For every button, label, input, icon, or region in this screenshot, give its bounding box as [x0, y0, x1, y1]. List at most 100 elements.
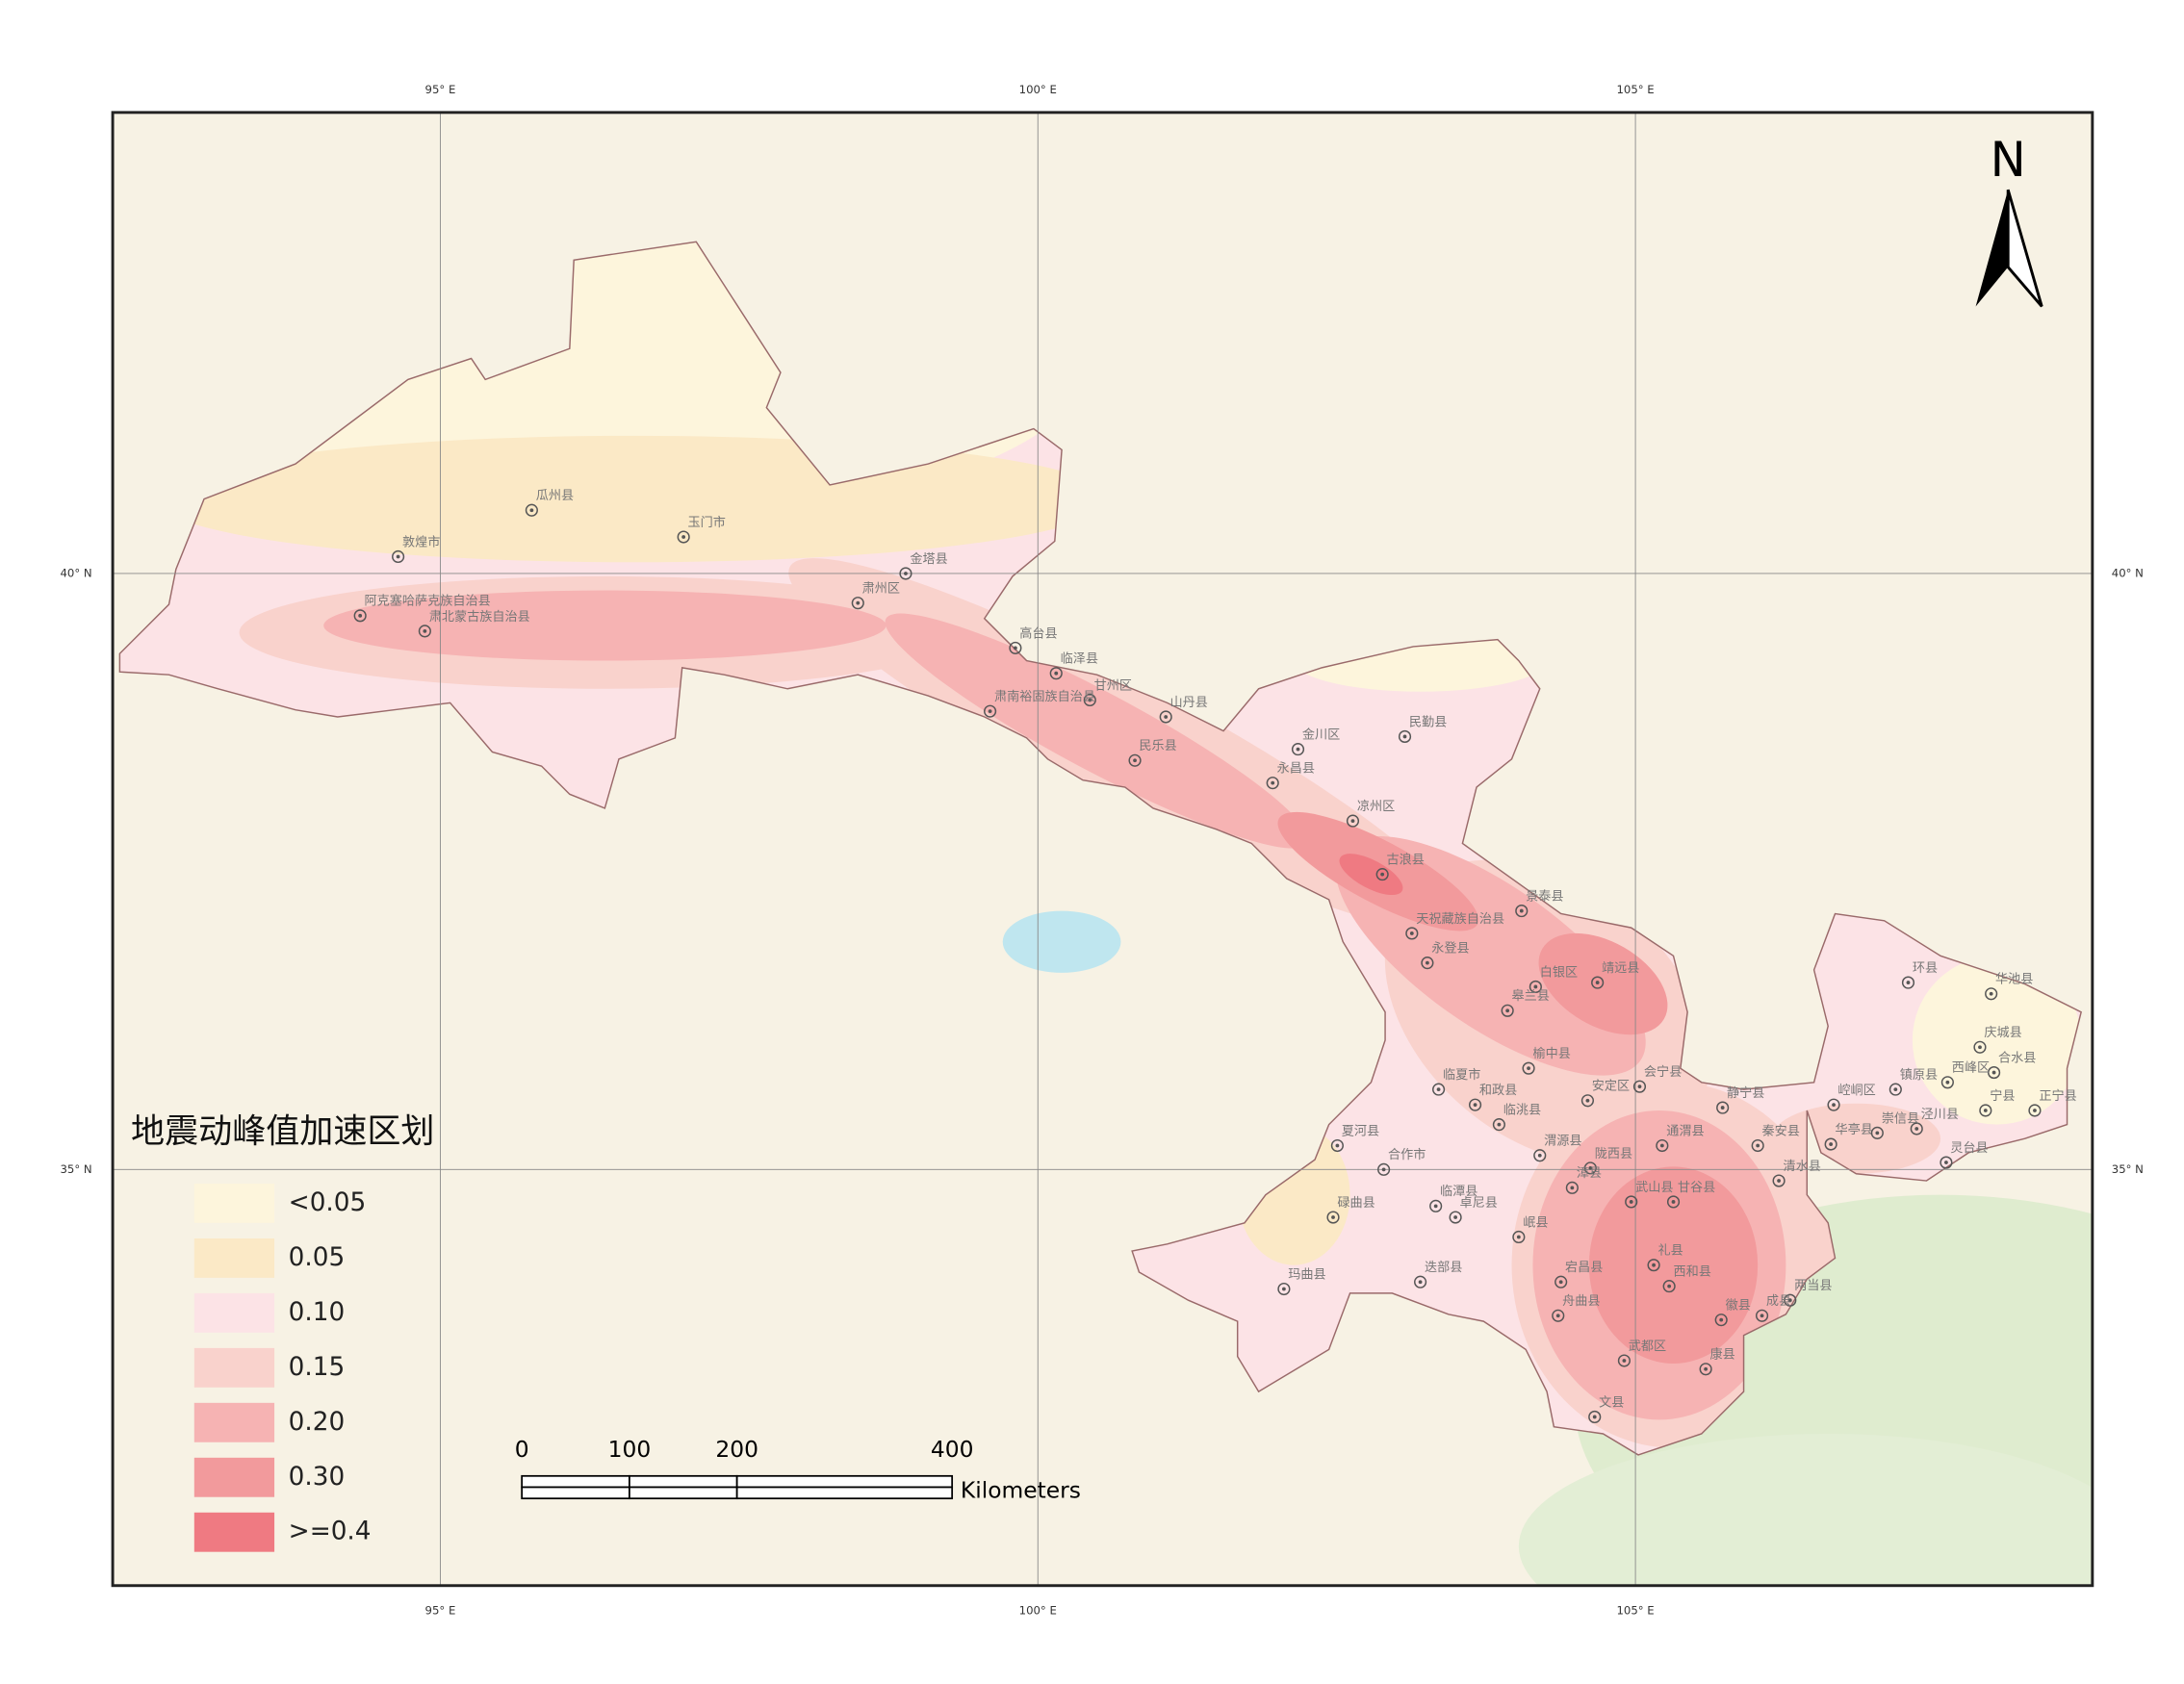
place-marker [1588, 1165, 1593, 1170]
scale-label: 200 [715, 1436, 758, 1463]
place-marker [1719, 1317, 1724, 1322]
legend-swatch [193, 1292, 275, 1333]
place-marker [1049, 667, 1063, 680]
place-marker [1787, 1298, 1792, 1303]
place-label: 金川区 [1302, 727, 1340, 742]
place-label: 华池县 [1995, 972, 2033, 987]
place-marker [1516, 1235, 1521, 1239]
place-marker [1425, 960, 1429, 965]
north-arrow [2006, 189, 2043, 308]
place-marker [1824, 1137, 1837, 1151]
place-marker [1875, 1131, 1880, 1135]
place-marker [1591, 976, 1605, 989]
place-label: 临泽县 [1061, 651, 1098, 667]
lon-label: 100° E [1019, 83, 1057, 96]
place-marker [1522, 1061, 1535, 1075]
place-label: 崆峒区 [1837, 1083, 1875, 1098]
place-marker [1595, 981, 1600, 984]
lat-label: 35° N [2112, 1162, 2144, 1176]
place-label: 漳县 [1577, 1164, 1602, 1181]
zone [1912, 956, 2082, 1125]
place-label: 敦煌市 [402, 533, 440, 549]
place-label: 民勤县 [1409, 714, 1447, 729]
lon-label: 100° E [1019, 1604, 1057, 1618]
place-marker [1088, 698, 1092, 702]
place-marker [1552, 1309, 1565, 1322]
place-marker [2028, 1104, 2042, 1117]
place-marker [1978, 1045, 1982, 1050]
place-label: 永昌县 [1277, 761, 1315, 777]
place-label: 华亭县 [1836, 1121, 1873, 1137]
lon-label: 105° E [1616, 1604, 1654, 1618]
place-label: 静宁县 [1727, 1084, 1764, 1101]
scale-segment [735, 1474, 954, 1489]
place-marker [1671, 1200, 1676, 1204]
place-label: 玛曲县 [1288, 1266, 1325, 1282]
place-marker [396, 554, 400, 559]
place-marker [1580, 1094, 1594, 1108]
place-marker [1751, 1138, 1764, 1153]
legend-label: 0.05 [289, 1243, 346, 1272]
place-marker [1829, 1142, 1834, 1146]
scale-unit: Kilometers [961, 1476, 1081, 1503]
place-marker [1940, 1076, 1954, 1089]
place-label: 清水县 [1783, 1159, 1820, 1174]
legend-label: >=0.4 [289, 1518, 372, 1546]
place-marker [1281, 1287, 1286, 1291]
place-marker [2033, 1109, 2037, 1112]
place-marker [1988, 1065, 2001, 1080]
place-marker [1637, 1084, 1642, 1089]
place-marker [1617, 1354, 1631, 1367]
legend-label: 0.10 [289, 1298, 346, 1327]
place-label: 泾川县 [1921, 1107, 1959, 1122]
place-marker [1720, 1106, 1725, 1110]
place-marker [1350, 819, 1355, 823]
legend-swatch [193, 1402, 275, 1442]
place-label: 渭源县 [1544, 1134, 1581, 1149]
place-marker [1330, 1138, 1344, 1153]
legend-swatch [193, 1237, 275, 1278]
place-marker [1449, 1211, 1462, 1224]
legend-swatch [193, 1512, 275, 1552]
place-label: 榆中县 [1532, 1046, 1570, 1061]
scale-segment [629, 1486, 738, 1500]
place-label: 会宁县 [1644, 1063, 1682, 1080]
lat-label: 40° N [61, 566, 92, 579]
place-marker [1910, 1122, 1923, 1135]
place-label: 卓尼县 [1459, 1195, 1497, 1211]
place-label: 武都区 [1629, 1339, 1666, 1354]
place-marker [1756, 1143, 1760, 1148]
place-label: 肃北蒙古族自治县 [429, 609, 530, 625]
place-label: 高台县 [1019, 625, 1057, 641]
place-marker [1271, 780, 1275, 785]
place-marker [1983, 1109, 1988, 1112]
legend-swatch [193, 1457, 275, 1497]
place-label: 玉门市 [688, 514, 726, 530]
place-marker [1533, 1149, 1547, 1162]
place-marker [1554, 1275, 1568, 1289]
place-label: 凉州区 [1357, 799, 1395, 814]
place-label: 两当县 [1794, 1278, 1832, 1293]
place-label: 宁县 [1990, 1087, 2015, 1104]
scale-label: 0 [515, 1436, 529, 1463]
place-marker [1505, 1008, 1510, 1013]
place-label: 庆城县 [1984, 1025, 2021, 1040]
place-label: 通渭县 [1666, 1123, 1704, 1138]
place-label: 康县 [1710, 1346, 1735, 1363]
place-marker [1656, 1138, 1669, 1153]
place-marker [1421, 957, 1434, 970]
place-label: 山丹县 [1170, 695, 1208, 710]
vegetation [1518, 1434, 2093, 1586]
place-marker [1398, 729, 1412, 744]
place-marker [525, 503, 538, 517]
place-label: 崇信县 [1882, 1110, 1919, 1126]
place-label: 靖远县 [1602, 960, 1639, 976]
basemap [113, 112, 2093, 1586]
place-label: 岷县 [1523, 1214, 1548, 1230]
place-marker [1991, 1070, 1996, 1075]
map-frame [111, 111, 2094, 1588]
place-marker [851, 597, 864, 610]
place-marker [1629, 1200, 1633, 1204]
place-marker [1827, 1098, 1840, 1111]
